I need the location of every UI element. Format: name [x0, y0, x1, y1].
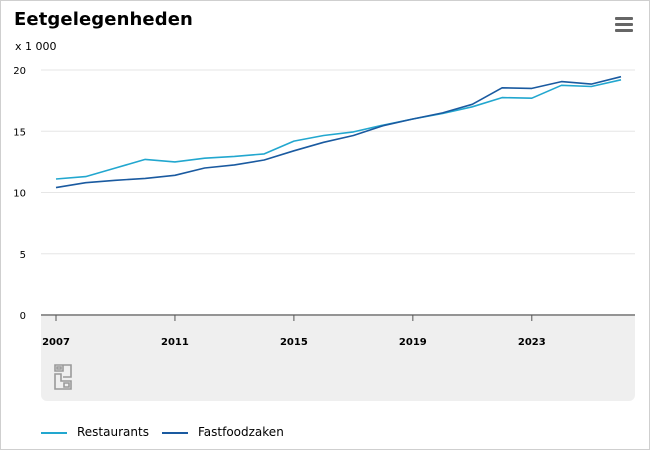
x-tick-label-2011: 2011 [161, 337, 189, 348]
cbs-logo-icon [54, 364, 72, 390]
y-tick-label-10: 10 [13, 189, 26, 200]
y-axis-unit-label: x 1 000 [15, 40, 57, 53]
x-tick-label-2019: 2019 [399, 337, 427, 348]
legend-swatch-fastfoodzaken [162, 432, 188, 434]
series-line-restaurants [55, 79, 622, 180]
y-tick-label-0: 0 [20, 311, 26, 322]
x-tick-label-2023: 2023 [518, 337, 546, 348]
y-tick-label-5: 5 [20, 250, 26, 261]
series-line-fastfoodzaken [55, 75, 622, 189]
series-lines [55, 75, 622, 189]
y-axis-ticks: 0 5 10 15 20 [13, 66, 26, 322]
x-axis-ticks: 2007 2011 2015 2019 2023 [42, 315, 546, 348]
y-tick-label-15: 15 [13, 127, 26, 138]
grid-lines [41, 69, 635, 255]
legend-label-restaurants: Restaurants [77, 425, 149, 439]
line-chart: 0 5 10 15 20 2007 2011 2015 2019 2023 [13, 66, 635, 401]
chart-title: Eetgelegenheden [14, 9, 193, 30]
y-tick-label-20: 20 [13, 66, 26, 77]
x-tick-label-2015: 2015 [280, 337, 308, 348]
x-tick-label-2007: 2007 [42, 337, 70, 348]
hamburger-menu-icon[interactable] [615, 17, 633, 33]
x-axis-band [41, 316, 635, 401]
x-axis-band-top [41, 316, 635, 324]
legend-label-fastfoodzaken: Fastfoodzaken [198, 425, 284, 439]
legend-swatch-restaurants [41, 432, 67, 434]
